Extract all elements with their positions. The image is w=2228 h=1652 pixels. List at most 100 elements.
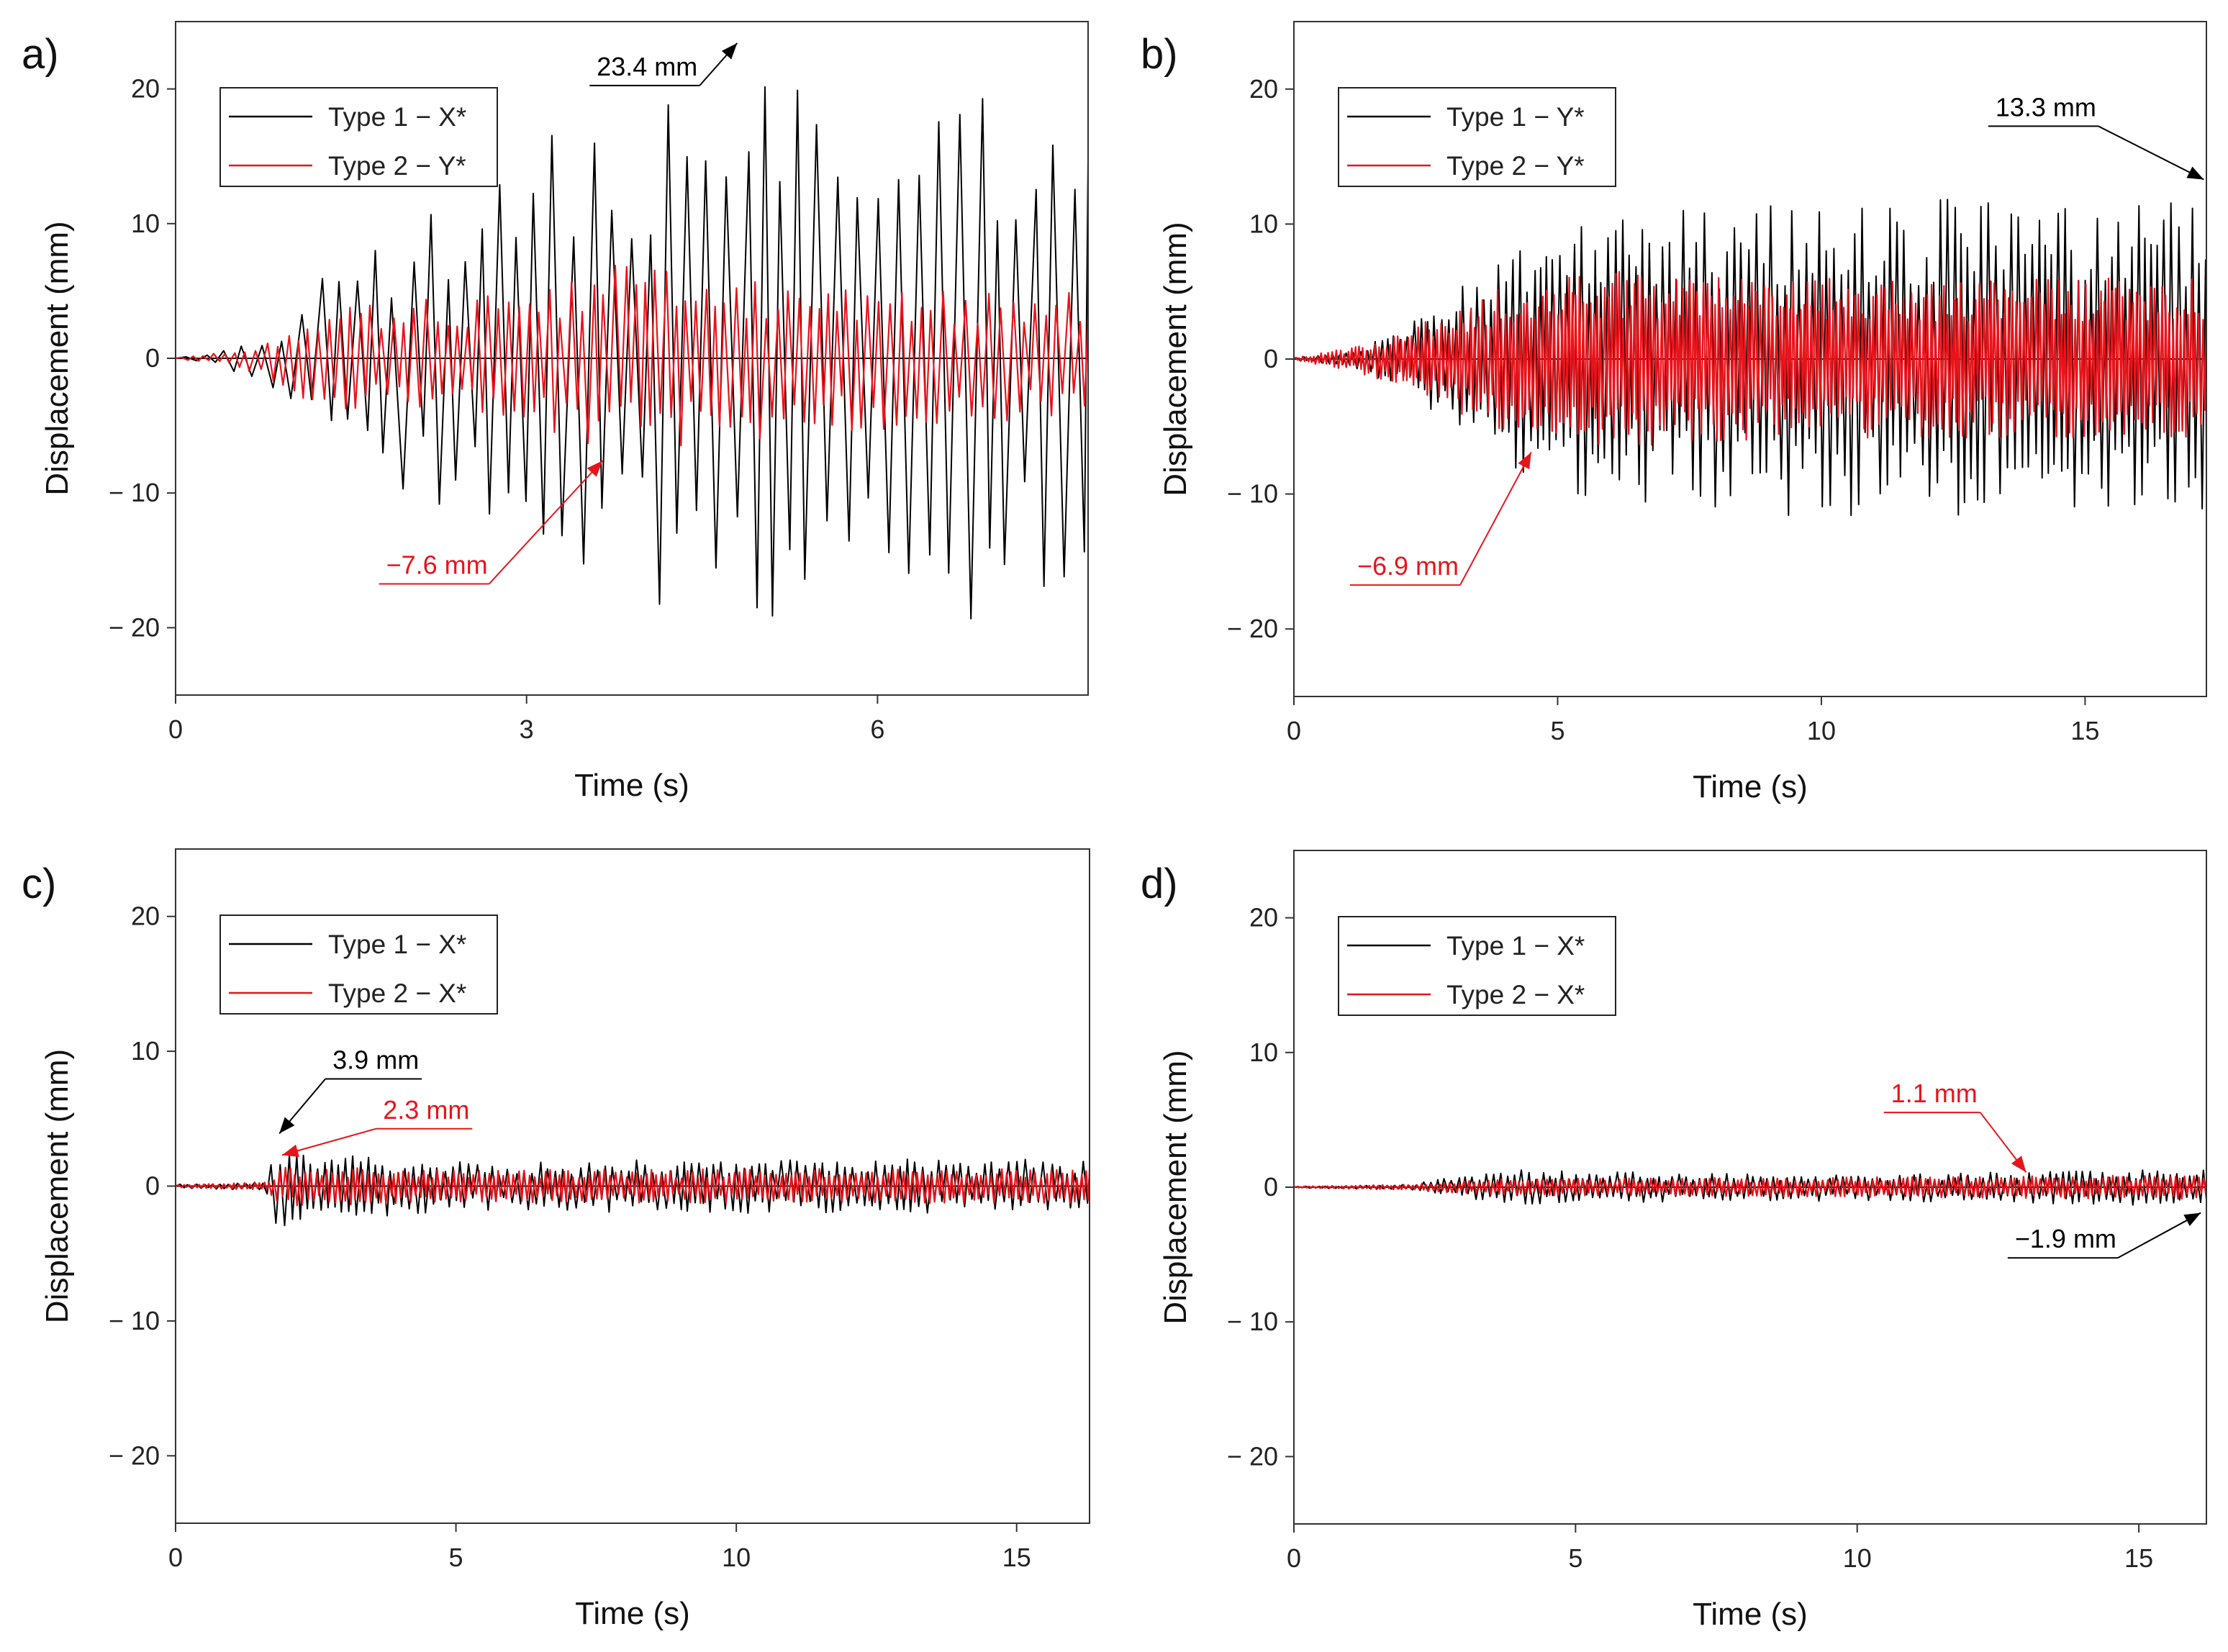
annotation-1: 13.3 mm	[1988, 92, 2204, 181]
y-tick-label: − 10	[1227, 1307, 1278, 1336]
y-tick-label: 20	[131, 902, 160, 931]
panel-label: a)	[22, 31, 59, 78]
annotation-2: 2.3 mm	[281, 1095, 473, 1157]
y-tick-label: − 10	[109, 478, 160, 507]
annotation-arrowhead	[2011, 1156, 2027, 1173]
x-tick-label: 3	[520, 714, 534, 744]
y-tick-label: − 20	[1227, 614, 1278, 643]
y-axis-title: Displacement (mm)	[40, 221, 75, 495]
x-tick-label: 15	[2124, 1543, 2153, 1573]
y-tick-label: − 20	[109, 612, 160, 642]
x-tick-label: 6	[870, 714, 884, 744]
traces	[1294, 1169, 2206, 1206]
legend-entry-1: Type 1 − X*	[328, 102, 466, 132]
x-tick-label: 15	[2070, 716, 2099, 745]
series-2-line	[176, 1166, 1090, 1207]
x-axis-title: Time (s)	[1693, 1597, 1808, 1632]
annotation-1: 1.1 mm	[1883, 1079, 2027, 1174]
series-2-line	[1294, 271, 2206, 446]
y-tick-label: 0	[1264, 344, 1278, 373]
annotation-label: 1.1 mm	[1891, 1079, 1978, 1108]
annotation-leader	[2098, 125, 2204, 181]
annotation-label: −1.9 mm	[2015, 1224, 2116, 1253]
annotation-arrowhead	[721, 42, 738, 60]
x-tick-label: 5	[1550, 716, 1564, 745]
x-tick-label: 0	[1287, 1543, 1301, 1573]
panel-label: b)	[1141, 31, 1178, 78]
annotation-arrowhead	[279, 1117, 295, 1134]
y-tick-label: 20	[131, 74, 160, 104]
annotation-label: 13.3 mm	[1996, 92, 2096, 122]
legend-entry-1: Type 1 − X*	[328, 930, 466, 959]
x-tick-label: 0	[1287, 716, 1301, 745]
series-1-line	[1294, 1169, 2206, 1206]
x-tick-label: 10	[722, 1543, 751, 1572]
panel-3: 20 10 0 − 10 − 20 0 5 10 15 Time (s) Displacement …	[22, 848, 1090, 1631]
x-tick-label: 15	[1002, 1543, 1031, 1572]
annotation-leader	[488, 460, 604, 585]
series-2-line	[1294, 1174, 2206, 1200]
legend-entry-1: Type 1 − X*	[1446, 931, 1585, 961]
annotation-arrowhead	[282, 1144, 299, 1157]
y-axis-title: Displacement (mm)	[40, 1049, 75, 1323]
y-tick-label: 10	[1249, 1038, 1278, 1067]
annotation-2: −7.6 mm	[379, 460, 604, 585]
legend-entry-2: Type 2 − X*	[328, 979, 466, 1008]
annotation-label: −7.6 mm	[386, 550, 488, 580]
y-tick-label: − 10	[1227, 479, 1278, 509]
annotation-leader	[281, 1127, 376, 1156]
annotation-arrowhead	[2183, 1212, 2201, 1227]
y-axis-title: Displacement (mm)	[1158, 1050, 1193, 1324]
x-tick-label: 0	[168, 1543, 183, 1572]
annotation-1: 3.9 mm	[278, 1045, 422, 1135]
y-tick-label: 10	[1249, 209, 1278, 238]
traces	[176, 86, 1088, 620]
annotation-label: −6.9 mm	[1357, 551, 1459, 581]
y-tick-label: 20	[1249, 74, 1278, 104]
legend-entry-2: Type 2 − Y*	[1446, 151, 1585, 181]
annotation-2: −6.9 mm	[1349, 451, 1532, 586]
legend-box	[1338, 916, 1616, 1016]
annotation-label: 23.4 mm	[597, 52, 697, 81]
x-axis-title: Time (s)	[574, 768, 689, 803]
x-tick-label: 10	[1807, 716, 1836, 745]
series-2-line	[176, 265, 1088, 447]
annotation-1: 23.4 mm	[589, 42, 738, 86]
y-tick-label: 0	[1264, 1172, 1278, 1202]
panel-2: 20 10 0 − 10 − 20 0 5 10 15 Time (s) Displacement …	[1141, 21, 2207, 804]
x-tick-label: 0	[168, 714, 183, 744]
annotation-arrowhead	[2186, 166, 2204, 180]
y-tick-label: 0	[145, 1171, 160, 1201]
panel-4: 20 10 0 − 10 − 20 0 5 10 15 Time (s) Displacement …	[1141, 850, 2207, 1632]
legend-box	[219, 87, 498, 187]
legend-box	[219, 914, 498, 1015]
y-tick-label: − 20	[1227, 1441, 1278, 1471]
panel-label: c)	[22, 861, 56, 907]
y-tick-label: 0	[145, 343, 160, 373]
x-tick-label: 5	[449, 1543, 463, 1572]
y-tick-label: − 20	[109, 1440, 160, 1470]
annotation-arrowhead	[587, 460, 603, 477]
legend-box	[1338, 87, 1616, 187]
traces	[1294, 199, 2206, 517]
annotation-label: 3.9 mm	[332, 1045, 419, 1074]
series-1-line	[1294, 199, 2206, 517]
annotation-2: −1.9 mm	[2007, 1212, 2201, 1259]
y-tick-label: 10	[131, 1036, 160, 1066]
panel-1: 20 10 0 − 10 − 20 0 3 6 Time (s) Displacement (mm…	[22, 21, 1089, 803]
annotation-arrowhead	[1518, 452, 1531, 470]
x-tick-label: 5	[1568, 1543, 1582, 1573]
y-tick-label: 10	[131, 209, 160, 238]
annotation-label: 2.3 mm	[383, 1095, 469, 1125]
legend-entry-2: Type 2 − Y*	[328, 151, 466, 181]
x-axis-title: Time (s)	[575, 1596, 690, 1631]
y-axis-title: Displacement (mm)	[1158, 222, 1193, 496]
legend-entry-2: Type 2 − X*	[1446, 980, 1585, 1009]
traces	[176, 1154, 1090, 1227]
x-tick-label: 10	[1843, 1543, 1872, 1573]
y-tick-label: − 10	[109, 1306, 160, 1335]
y-tick-label: 20	[1249, 903, 1278, 932]
legend-entry-1: Type 1 − Y*	[1446, 102, 1585, 132]
x-axis-title: Time (s)	[1693, 769, 1808, 804]
